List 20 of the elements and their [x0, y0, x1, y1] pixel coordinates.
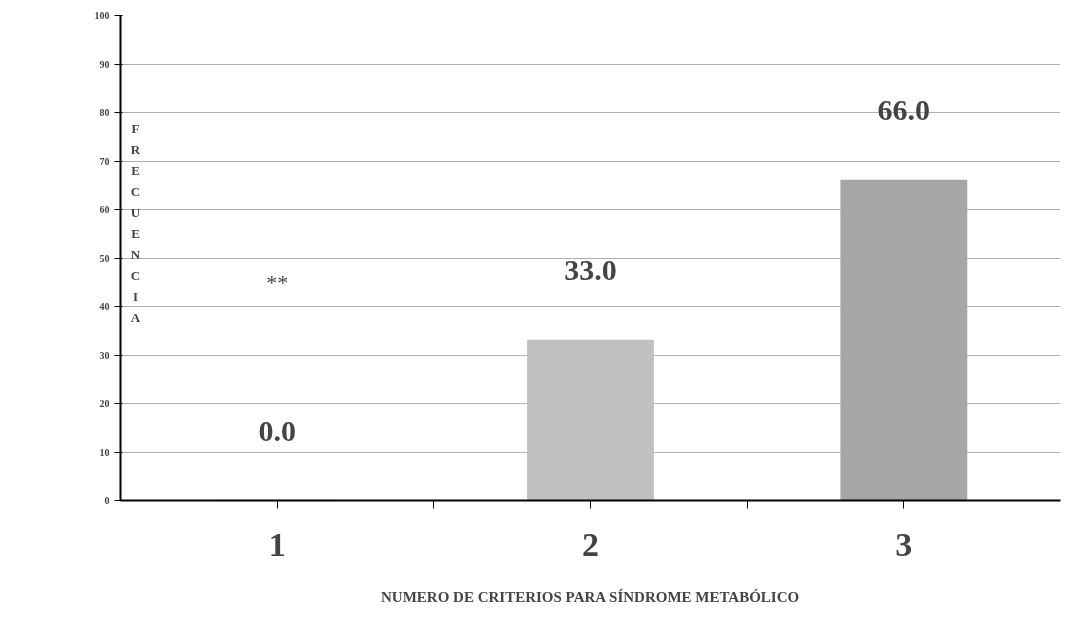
y-tick-label: 90: [99, 58, 110, 70]
data-label: 0.0: [258, 413, 296, 447]
x-axis-title: NUMERO DE CRITERIOS PARA SÍNDROME METABÓLICO: [380, 588, 800, 605]
data-label: 66.0: [877, 93, 931, 127]
y-tick-label: 70: [99, 155, 110, 167]
text: FRECUENCIA: [130, 120, 141, 325]
y-tick-label: 0: [104, 495, 110, 506]
annotation: **: [266, 269, 289, 295]
y-tick-label: 30: [99, 349, 110, 361]
y-tick-label: 40: [99, 301, 110, 312]
y-tick-label: 80: [99, 107, 110, 118]
y-tick-label: 20: [99, 398, 110, 409]
y-tick-label: 10: [99, 446, 110, 458]
x-tick-label: 2: [582, 525, 599, 563]
x-tick-label: 1: [268, 525, 286, 563]
y-tick-label: 50: [99, 252, 110, 264]
y-tick-label: 100: [94, 10, 110, 21]
x-tick-label: 3: [895, 525, 913, 563]
y-tick-label: 60: [99, 204, 110, 215]
data-label: 33.0: [564, 253, 617, 287]
